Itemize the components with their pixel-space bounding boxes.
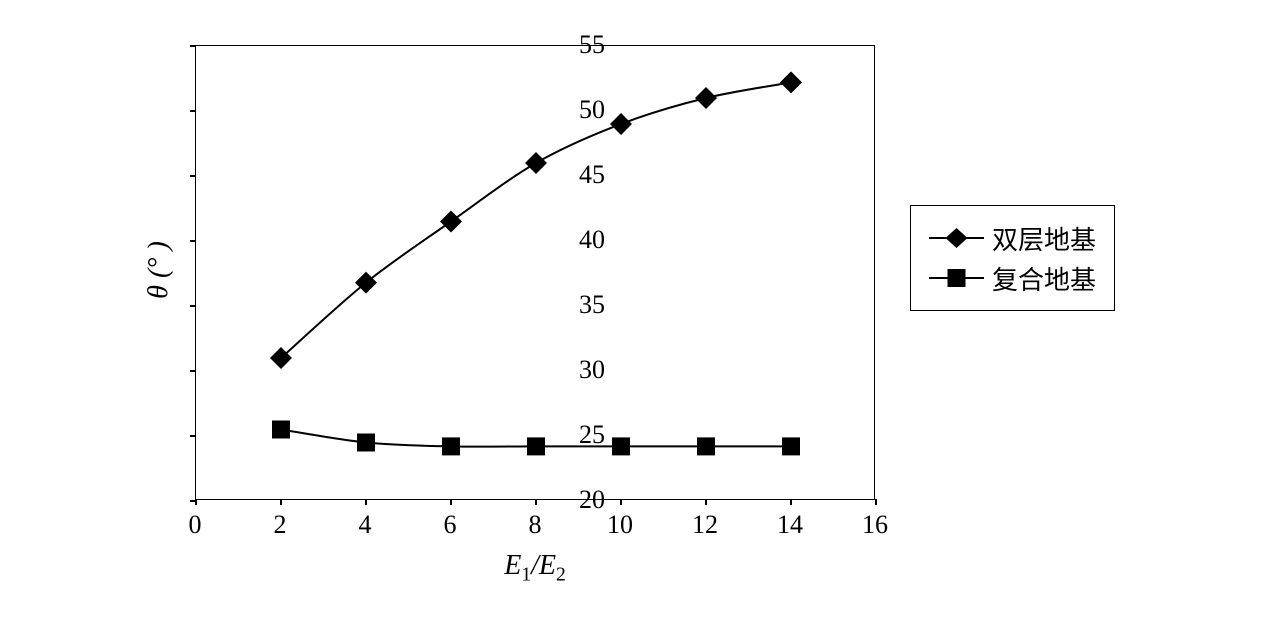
x-tick-label: 2 — [255, 510, 305, 540]
y-tick-label: 45 — [545, 160, 605, 190]
y-tick-label: 25 — [545, 420, 605, 450]
x-tick-mark — [790, 499, 792, 505]
x-tick-label: 10 — [595, 510, 645, 540]
y-tick-label: 40 — [545, 225, 605, 255]
chart-container: 2025303540455055 0246810121416 θ (° ) E1… — [100, 20, 1200, 600]
x-tick-mark — [450, 499, 452, 505]
x-tick-mark — [280, 499, 282, 505]
diamond-marker — [695, 87, 717, 109]
square-marker — [357, 434, 375, 452]
x-tick-label: 0 — [170, 510, 220, 540]
legend-box: 双层地基 复合地基 — [910, 205, 1115, 311]
x-tick-mark — [535, 499, 537, 505]
y-tick-mark — [190, 45, 196, 47]
data-svg — [196, 46, 876, 501]
y-tick-label: 35 — [545, 290, 605, 320]
x-tick-label: 8 — [510, 510, 560, 540]
x-tick-label: 14 — [765, 510, 815, 540]
y-tick-mark — [190, 110, 196, 112]
diamond-marker — [780, 71, 802, 93]
square-icon — [948, 269, 966, 287]
square-marker — [697, 437, 715, 455]
square-marker — [272, 421, 290, 439]
x-tick-mark — [875, 499, 877, 505]
legend-line-2 — [929, 277, 984, 279]
y-tick-mark — [190, 435, 196, 437]
square-marker — [442, 437, 460, 455]
x-tick-label: 16 — [850, 510, 900, 540]
x-tick-mark — [705, 499, 707, 505]
y-axis-label: θ (° ) — [143, 241, 175, 299]
x-axis-label: E1/E2 — [504, 550, 566, 587]
legend-label-1: 双层地基 — [992, 220, 1096, 257]
diamond-icon — [946, 228, 968, 248]
legend-item-series-2: 复合地基 — [929, 258, 1096, 298]
y-tick-label: 50 — [545, 95, 605, 125]
diamond-marker — [355, 272, 377, 294]
x-tick-mark — [195, 499, 197, 505]
y-tick-label: 30 — [545, 355, 605, 385]
plot-area — [195, 45, 875, 500]
series-line — [281, 82, 791, 358]
square-marker — [527, 437, 545, 455]
x-tick-label: 4 — [340, 510, 390, 540]
square-marker — [612, 437, 630, 455]
legend-item-series-1: 双层地基 — [929, 218, 1096, 258]
x-tick-mark — [365, 499, 367, 505]
y-tick-mark — [190, 240, 196, 242]
legend-line-1 — [929, 237, 984, 239]
x-tick-mark — [620, 499, 622, 505]
x-tick-label: 6 — [425, 510, 475, 540]
square-marker — [782, 437, 800, 455]
y-tick-mark — [190, 305, 196, 307]
diamond-marker — [610, 113, 632, 135]
x-tick-label: 12 — [680, 510, 730, 540]
legend-label-2: 复合地基 — [992, 260, 1096, 297]
y-tick-mark — [190, 175, 196, 177]
diamond-marker — [525, 152, 547, 174]
y-tick-label: 55 — [545, 30, 605, 60]
y-tick-mark — [190, 370, 196, 372]
diamond-marker — [440, 211, 462, 233]
